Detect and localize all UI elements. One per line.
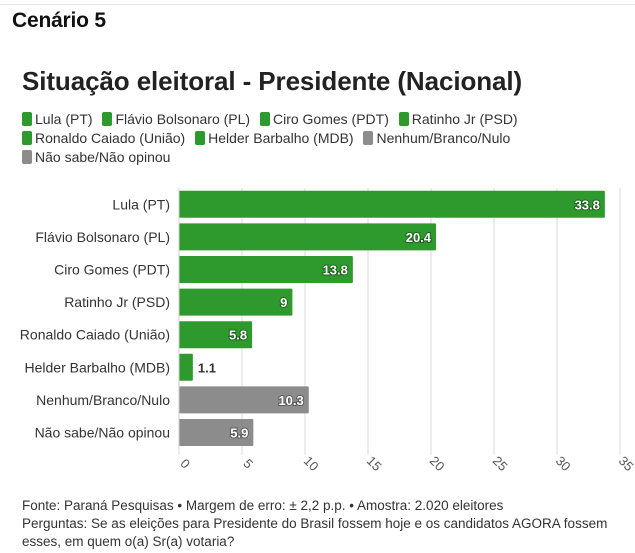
chart-legend: Lula (PT) Flávio Bolsonaro (PL) Ciro Gom…: [22, 110, 622, 167]
legend-label: Ciro Gomes (PDT): [272, 111, 389, 127]
category-label: Helder Barbalho (MDB): [25, 359, 171, 375]
data-label: 9: [280, 295, 287, 310]
legend-item[interactable]: Não sabe/Não opinou: [22, 148, 170, 167]
data-label: 20.4: [406, 230, 432, 245]
legend-swatch: [398, 112, 409, 126]
bar[interactable]: [179, 256, 353, 283]
legend-item[interactable]: Flávio Bolsonaro (PL): [102, 110, 250, 129]
x-tick-label: 20: [427, 453, 448, 474]
legend-swatch: [22, 131, 32, 145]
bar[interactable]: [179, 288, 293, 316]
chart-footer: Fonte: Paraná Pesquisas • Margem de erro…: [22, 497, 632, 551]
bar[interactable]: [179, 223, 437, 251]
bar[interactable]: [179, 386, 309, 414]
x-tick-label: 10: [301, 453, 322, 474]
data-label: 33.8: [575, 197, 600, 212]
x-tick-label: 25: [490, 453, 511, 474]
data-label: 5.8: [229, 328, 247, 343]
category-label: Não sabe/Não opinou: [35, 425, 170, 441]
x-tick-label: 35: [616, 453, 635, 474]
x-tick-label: 5: [240, 456, 256, 472]
bar[interactable]: [179, 321, 253, 349]
legend-swatch: [102, 112, 113, 126]
legend-label: Não sabe/Não opinou: [35, 149, 171, 165]
category-label: Lula (PT): [112, 196, 170, 212]
legend-item[interactable]: Ciro Gomes (PDT): [259, 110, 389, 129]
data-label: 1.1: [198, 360, 216, 375]
data-label: 10.3: [278, 393, 303, 408]
legend-item[interactable]: Nenhum/Branco/Nulo: [363, 129, 510, 148]
data-label: 5.9: [230, 426, 248, 441]
legend-label: Ronaldo Caiado (União): [35, 130, 186, 146]
legend-item[interactable]: Helder Barbalho (MDB): [195, 129, 354, 148]
bar[interactable]: [179, 419, 254, 446]
chart-title: Situação eleitoral - Presidente (Naciona…: [22, 66, 523, 96]
category-label: Ratinho Jr (PSD): [64, 294, 170, 310]
legend-label: Ratinho Jr (PSD): [411, 111, 518, 127]
category-label: Flávio Bolsonaro (PL): [35, 229, 170, 245]
legend-item[interactable]: Ratinho Jr (PSD): [398, 110, 518, 129]
legend-label: Helder Barbalho (MDB): [208, 130, 354, 146]
x-tick-label: 15: [364, 453, 385, 474]
legend-swatch: [259, 112, 270, 126]
legend-label: Lula (PT): [35, 111, 93, 127]
source-note: Fonte: Paraná Pesquisas • Margem de erro…: [22, 498, 504, 513]
legend-swatch: [22, 150, 32, 164]
x-tick-label: 30: [553, 453, 574, 474]
category-label: Ciro Gomes (PDT): [54, 262, 170, 278]
scenario-label: Cenário 5: [12, 9, 106, 32]
bar-chart: 0 5 10 15 20 25 30 35 Lula (PT) 33.8 Flávio Bolson…: [20, 188, 635, 474]
legend-swatch: [22, 112, 32, 126]
bar[interactable]: [179, 190, 605, 218]
legend-swatch: [363, 131, 374, 145]
bar[interactable]: [179, 353, 193, 381]
legend-label: Nenhum/Branco/Nulo: [376, 130, 511, 146]
legend-swatch: [195, 131, 206, 145]
legend-item[interactable]: Ronaldo Caiado (União): [22, 129, 185, 148]
legend-label: Flávio Bolsonaro (PL): [115, 111, 251, 127]
x-tick-label: 0: [177, 456, 193, 472]
category-label: Nenhum/Branco/Nulo: [36, 392, 170, 408]
question-note: Perguntas: Se as eleições para President…: [22, 516, 608, 549]
legend-item[interactable]: Lula (PT): [22, 110, 93, 129]
top-divider: [0, 4, 635, 5]
category-label: Ronaldo Caiado (União): [20, 327, 170, 343]
data-label: 13.8: [323, 263, 348, 278]
